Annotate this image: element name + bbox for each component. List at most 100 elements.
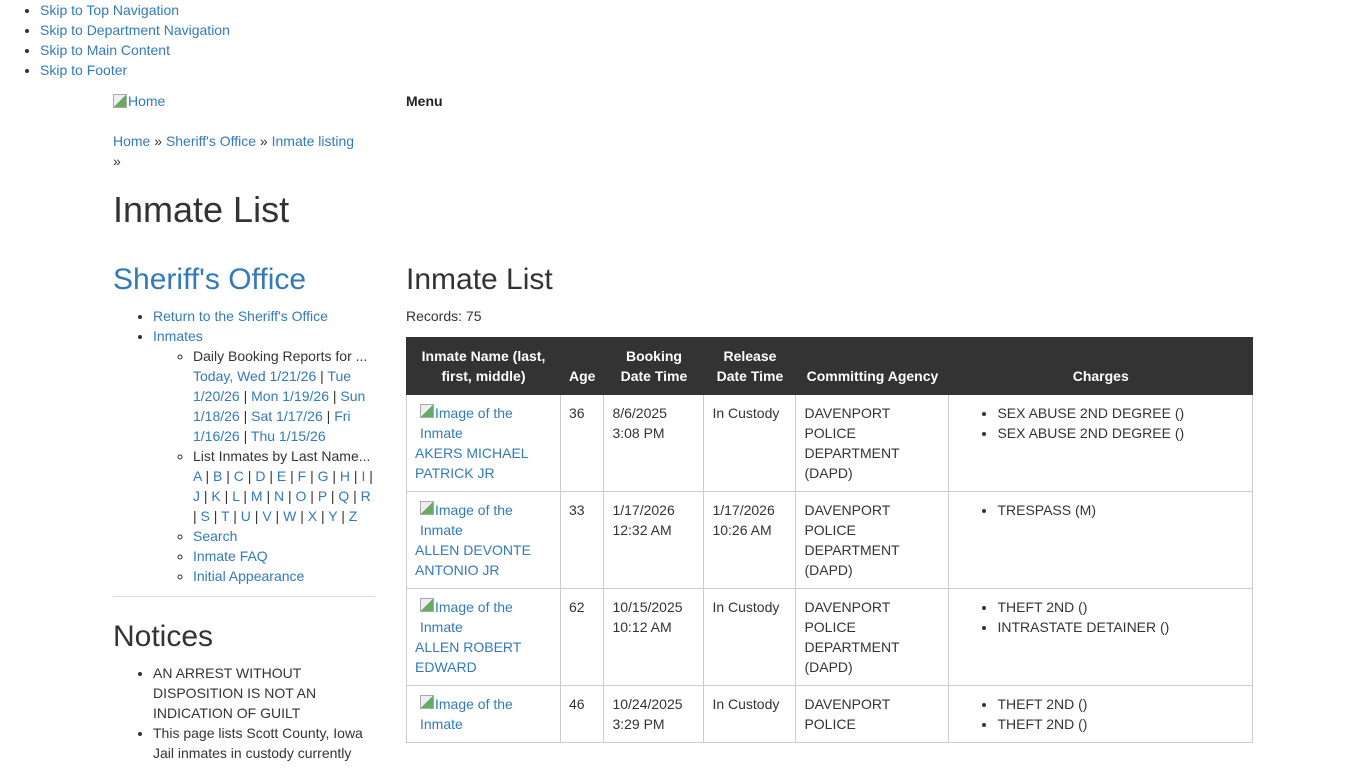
breadcrumb-sep: » xyxy=(154,133,163,149)
initial-appearance-link[interactable]: Initial Appearance xyxy=(193,568,305,584)
daily-report-link[interactable]: Mon 1/19/26 xyxy=(251,388,329,404)
search-link[interactable]: Search xyxy=(193,528,238,544)
letter-link[interactable]: T xyxy=(221,508,230,524)
letter-link[interactable]: M xyxy=(250,488,263,504)
skip-dept-nav-link[interactable]: Skip to Department Navigation xyxy=(40,22,230,38)
letter-link[interactable]: I xyxy=(361,468,366,484)
release-date-cell: In Custody xyxy=(703,685,797,743)
inmate-image-alt: Image of the Inmate xyxy=(420,599,513,635)
charge-item: SEX ABUSE 2ND DEGREE () xyxy=(997,423,1244,443)
letter-link[interactable]: U xyxy=(240,508,251,524)
daily-report-link[interactable]: Thu 1/15/26 xyxy=(250,428,326,444)
breadcrumb-home[interactable]: Home xyxy=(113,133,151,149)
letter-link[interactable]: Z xyxy=(348,508,358,524)
inmate-image-link[interactable]: Image of the Inmate xyxy=(415,403,552,443)
letter-link[interactable]: R xyxy=(360,488,371,504)
letter-link[interactable]: S xyxy=(200,508,210,524)
return-sheriff-link[interactable]: Return to the Sheriff's Office xyxy=(153,308,328,324)
booking-date-cell: 8/6/2025 3:08 PM xyxy=(603,394,705,492)
letter-link[interactable]: Y xyxy=(328,508,338,524)
inmate-image-link[interactable]: Image of the Inmate xyxy=(415,694,552,734)
inmate-name-link[interactable]: ALLEN DEVONTE ANTONIO JR xyxy=(415,542,531,578)
release-date-cell: 1/17/2026 10:26 AM xyxy=(703,491,797,589)
records-count: Records: 75 xyxy=(406,308,482,324)
charge-item: THEFT 2ND () xyxy=(997,694,1244,714)
letter-link[interactable]: N xyxy=(273,488,285,504)
letter-link[interactable]: J xyxy=(193,488,200,504)
divider xyxy=(113,596,375,597)
skip-top-nav-link[interactable]: Skip to Top Navigation xyxy=(40,2,180,18)
daily-links: Today, Wed 1/21/26 | Tue 1/20/26 | Mon 1… xyxy=(193,368,366,444)
faq-link[interactable]: Inmate FAQ xyxy=(193,548,268,564)
letter-link[interactable]: Q xyxy=(338,488,350,504)
letter-link[interactable]: A xyxy=(193,468,202,484)
letter-link[interactable]: K xyxy=(211,488,221,504)
release-date-cell: In Custody xyxy=(703,394,797,492)
letter-link[interactable]: G xyxy=(317,468,329,484)
table-row: Image of the Inmate ALLEN ROBERT EDWARD 62… xyxy=(406,588,1253,686)
broken-image-icon xyxy=(420,404,434,418)
booking-date-cell: 10/24/2025 3:29 PM xyxy=(603,685,705,743)
inmates-link[interactable]: Inmates xyxy=(153,328,203,344)
letter-link[interactable]: L xyxy=(232,488,240,504)
booking-date-cell: 1/17/2026 12:32 AM xyxy=(603,491,705,589)
breadcrumb-inmate-listing[interactable]: Inmate listing xyxy=(271,133,355,149)
daily-reports-label: Daily Booking Reports for ... xyxy=(193,348,368,364)
column-header: Inmate Name (last, first, middle) xyxy=(406,337,561,395)
charge-item: SEX ABUSE 2ND DEGREE () xyxy=(997,403,1244,423)
broken-image-icon xyxy=(420,695,434,709)
column-header: Charges xyxy=(948,337,1253,395)
charges-cell: SEX ABUSE 2ND DEGREE ()SEX ABUSE 2ND DEG… xyxy=(948,394,1253,492)
broken-image-icon xyxy=(420,598,434,612)
letter-link[interactable]: O xyxy=(295,488,307,504)
letter-link[interactable]: F xyxy=(297,468,307,484)
letter-link[interactable]: P xyxy=(317,488,327,504)
inmate-image-alt: Image of the Inmate xyxy=(420,405,513,441)
agency-cell: DAVENPORT POLICE DEPARTMENT (DAPD) xyxy=(795,491,950,589)
sidebar-title-link[interactable]: Sheriff's Office xyxy=(113,263,307,296)
skip-footer-link[interactable]: Skip to Footer xyxy=(40,62,128,78)
daily-report-link[interactable]: Fri 1/16/26 xyxy=(193,408,351,444)
skip-links: Skip to Top Navigation Skip to Departmen… xyxy=(0,0,230,80)
letter-link[interactable]: X xyxy=(307,508,318,524)
daily-report-link[interactable]: Sat 1/17/26 xyxy=(251,408,323,424)
table-row: Image of the Inmate ALLEN DEVONTE ANTONIO… xyxy=(406,491,1253,589)
inmate-image-alt: Image of the Inmate xyxy=(420,502,513,538)
notices-title: Notices xyxy=(113,620,214,653)
charge-item: THEFT 2ND () xyxy=(997,597,1244,617)
skip-main-link[interactable]: Skip to Main Content xyxy=(40,42,170,58)
broken-image-icon xyxy=(113,94,127,108)
inmate-name-link[interactable]: ALLEN ROBERT EDWARD xyxy=(415,639,522,675)
daily-report-link[interactable]: Tue 1/20/26 xyxy=(193,368,352,404)
charge-item: TRESPASS (M) xyxy=(997,500,1244,520)
column-header: Committing Agency xyxy=(795,337,950,395)
age-cell: 62 xyxy=(559,588,605,686)
inmate-name-link[interactable]: AKERS MICHAEL PATRICK JR xyxy=(415,445,529,481)
inmate-image-link[interactable]: Image of the Inmate xyxy=(415,597,552,637)
column-header: Booking Date Time xyxy=(603,337,705,395)
menu-button[interactable]: Menu xyxy=(406,93,443,109)
charge-item: THEFT 2ND () xyxy=(997,714,1244,734)
letter-link[interactable]: H xyxy=(339,468,351,484)
inmate-image-link[interactable]: Image of the Inmate xyxy=(415,500,552,540)
daily-report-link[interactable]: Today, Wed 1/21/26 xyxy=(193,368,317,384)
age-cell: 46 xyxy=(559,685,605,743)
letter-link[interactable]: D xyxy=(255,468,266,484)
letter-link[interactable]: W xyxy=(283,508,297,524)
breadcrumb-sheriff[interactable]: Sheriff's Office xyxy=(165,133,257,149)
letter-link[interactable]: B xyxy=(213,468,223,484)
broken-image-icon xyxy=(420,501,434,515)
inmate-name-cell: Image of the Inmate ALLEN DEVONTE ANTONIO… xyxy=(406,491,561,589)
agency-cell: DAVENPORT POLICE xyxy=(795,685,950,743)
letter-link[interactable]: E xyxy=(276,468,287,484)
home-alt-text: Home xyxy=(128,93,166,109)
notice-item: This page lists Scott County, Iowa Jail … xyxy=(153,723,375,763)
daily-report-link[interactable]: Sun 1/18/26 xyxy=(193,388,366,424)
table-row: Image of the Inmate 46 10/24/2025 3:29 PM I… xyxy=(406,685,1253,743)
inmate-image-alt: Image of the Inmate xyxy=(420,696,513,732)
agency-cell: DAVENPORT POLICE DEPARTMENT (DAPD) xyxy=(795,588,950,686)
letter-link[interactable]: V xyxy=(262,508,272,524)
table-row: Image of the Inmate AKERS MICHAEL PATRICK… xyxy=(406,394,1253,492)
letter-link[interactable]: C xyxy=(233,468,244,484)
home-logo-link[interactable]: Home xyxy=(113,91,165,111)
